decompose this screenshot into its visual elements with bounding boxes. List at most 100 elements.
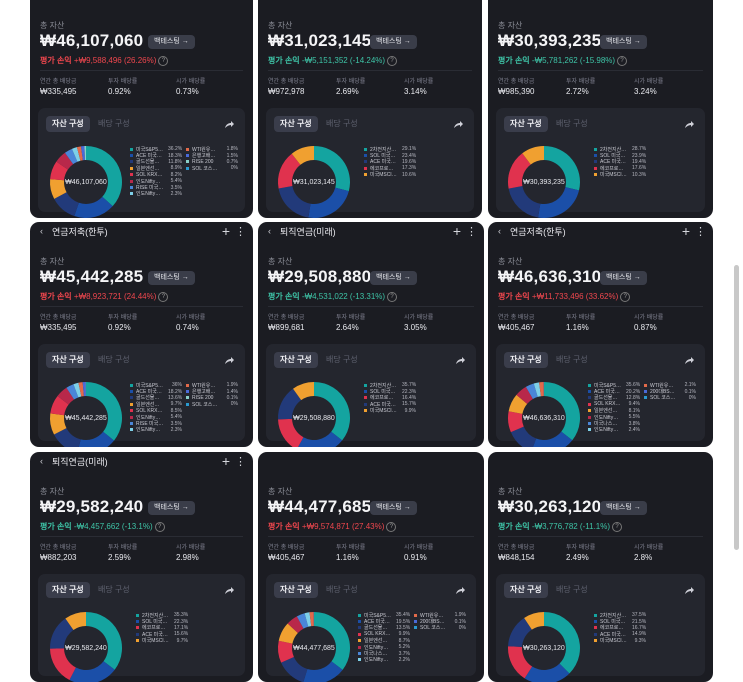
share-icon[interactable]: [223, 354, 235, 366]
tab-dividend-composition[interactable]: 배당 구성: [326, 116, 358, 132]
tab-dividend-composition[interactable]: 배당 구성: [326, 582, 358, 598]
info-icon[interactable]: ?: [387, 56, 397, 66]
info-icon[interactable]: ?: [386, 522, 396, 532]
pnl-label: 평가 손익: [268, 292, 300, 301]
legend-swatch: [186, 167, 189, 170]
stat-label-invest: 투자 배당률: [108, 76, 137, 85]
tab-dividend-composition[interactable]: 배당 구성: [98, 582, 130, 598]
backtest-button[interactable]: 백테스팅 →: [148, 35, 195, 49]
pnl-label: 평가 손익: [40, 56, 72, 65]
backtest-button[interactable]: 백테스팅 →: [370, 501, 417, 515]
legend-item: 인도Nifty…2.3%: [130, 427, 182, 433]
add-icon[interactable]: +: [677, 223, 695, 239]
info-icon[interactable]: ?: [158, 292, 168, 302]
legend-percent: 29.1%: [402, 146, 416, 152]
tab-dividend-composition[interactable]: 배당 구성: [98, 352, 130, 368]
legend-percent: 2.1%: [682, 382, 696, 388]
share-icon[interactable]: [223, 118, 235, 130]
donut-svg: ₩31,023,145: [274, 142, 354, 218]
legend-percent: 3.5%: [168, 185, 182, 191]
legend-swatch: [414, 620, 417, 623]
more-icon[interactable]: ⋮: [695, 225, 705, 238]
share-icon[interactable]: [683, 584, 695, 596]
legend-swatch: [588, 396, 591, 399]
pnl-label: 평가 손익: [40, 292, 72, 301]
donut-slice: [308, 188, 348, 218]
total-assets-label: 총 자산: [498, 486, 522, 497]
add-icon[interactable]: +: [448, 223, 466, 239]
tab-asset-composition[interactable]: 자산 구성: [504, 116, 548, 132]
back-chevron-icon[interactable]: ‹: [498, 226, 510, 236]
backtest-button[interactable]: 백테스팅 →: [148, 501, 195, 515]
more-icon[interactable]: ⋮: [235, 455, 245, 468]
tab-dividend-composition[interactable]: 배당 구성: [556, 116, 588, 132]
tab-dividend-composition[interactable]: 배당 구성: [556, 352, 588, 368]
legend-percent: 13.6%: [168, 395, 182, 401]
donut-center-value: ₩29,582,240: [65, 645, 107, 652]
legend-percent: 22.3%: [402, 389, 416, 395]
legend-swatch: [186, 384, 189, 387]
add-icon[interactable]: +: [217, 223, 235, 239]
tab-asset-composition[interactable]: 자산 구성: [504, 352, 548, 368]
legend-percent: 9.3%: [632, 638, 646, 644]
legend-swatch: [358, 658, 361, 661]
info-icon[interactable]: ?: [617, 56, 627, 66]
more-icon[interactable]: ⋮: [466, 225, 476, 238]
total-assets-label: 총 자산: [40, 256, 64, 267]
pnl-value: -₩3,776,782 (-11.1%): [532, 522, 610, 531]
info-icon[interactable]: ?: [158, 56, 168, 66]
add-icon[interactable]: +: [217, 453, 235, 469]
stat-label-annual: 연간 총 배당금: [40, 312, 76, 321]
tab-asset-composition[interactable]: 자산 구성: [274, 352, 318, 368]
share-icon[interactable]: [454, 584, 466, 596]
back-chevron-icon[interactable]: ‹: [40, 456, 52, 466]
backtest-button[interactable]: 백테스팅 →: [370, 35, 417, 49]
tab-asset-composition[interactable]: 자산 구성: [46, 582, 90, 598]
tab-dividend-composition[interactable]: 배당 구성: [326, 352, 358, 368]
stat-value-market: 2.8%: [634, 553, 652, 562]
total-assets-value: ₩45,442,285: [40, 267, 143, 287]
tab-asset-composition[interactable]: 자산 구성: [46, 116, 90, 132]
legend-swatch: [186, 154, 189, 157]
legend-swatch: [358, 626, 361, 629]
stat-value-market: 0.73%: [176, 87, 199, 96]
share-icon[interactable]: [454, 354, 466, 366]
backtest-button[interactable]: 백테스팅 →: [370, 271, 417, 285]
tab-dividend-composition[interactable]: 배당 구성: [556, 582, 588, 598]
legend-swatch: [130, 422, 133, 425]
donut-svg: ₩29,508,880: [274, 378, 354, 447]
allocation-legend: 미국S&P5…36.2%ACE 미국…18.3%골드선물…11.8%일본엔선…8…: [130, 146, 182, 197]
info-icon[interactable]: ?: [387, 292, 397, 302]
info-icon[interactable]: ?: [155, 522, 165, 532]
backtest-button[interactable]: 백테스팅 →: [600, 35, 647, 49]
share-icon[interactable]: [223, 584, 235, 596]
tab-asset-composition[interactable]: 자산 구성: [46, 352, 90, 368]
info-icon[interactable]: ?: [612, 522, 622, 532]
card-header: ‹퇴직연금(미래)+⋮: [40, 454, 245, 468]
tab-asset-composition[interactable]: 자산 구성: [274, 582, 318, 598]
info-icon[interactable]: ?: [620, 292, 630, 302]
backtest-button[interactable]: 백테스팅 →: [600, 271, 647, 285]
scrollbar[interactable]: [734, 265, 739, 550]
legend-item: 인도Nifty…2.4%: [588, 427, 640, 433]
legend-swatch: [594, 614, 597, 617]
donut-slice: [544, 382, 580, 440]
backtest-button[interactable]: 백테스팅 →: [148, 271, 195, 285]
share-icon[interactable]: [452, 118, 464, 130]
share-icon[interactable]: [683, 118, 695, 130]
tab-dividend-composition[interactable]: 배당 구성: [98, 116, 130, 132]
tab-asset-composition[interactable]: 자산 구성: [274, 116, 318, 132]
legend-percent: 0%: [224, 401, 238, 407]
donut-center-value: ₩45,442,285: [65, 415, 107, 422]
total-assets-value: ₩46,107,060: [40, 31, 143, 51]
more-icon[interactable]: ⋮: [235, 225, 245, 238]
stat-value-annual: ₩335,495: [40, 323, 76, 332]
allocation-legend: 2차전지산…29.1%SOL 미국…23.4%ACE 미국…19.6%에코프로……: [364, 146, 416, 178]
back-chevron-icon[interactable]: ‹: [268, 226, 280, 236]
tab-asset-composition[interactable]: 자산 구성: [504, 582, 548, 598]
legend-percent: 35.6%: [626, 382, 640, 388]
backtest-button[interactable]: 백테스팅 →: [600, 501, 647, 515]
share-icon[interactable]: [683, 354, 695, 366]
back-chevron-icon[interactable]: ‹: [40, 226, 52, 236]
